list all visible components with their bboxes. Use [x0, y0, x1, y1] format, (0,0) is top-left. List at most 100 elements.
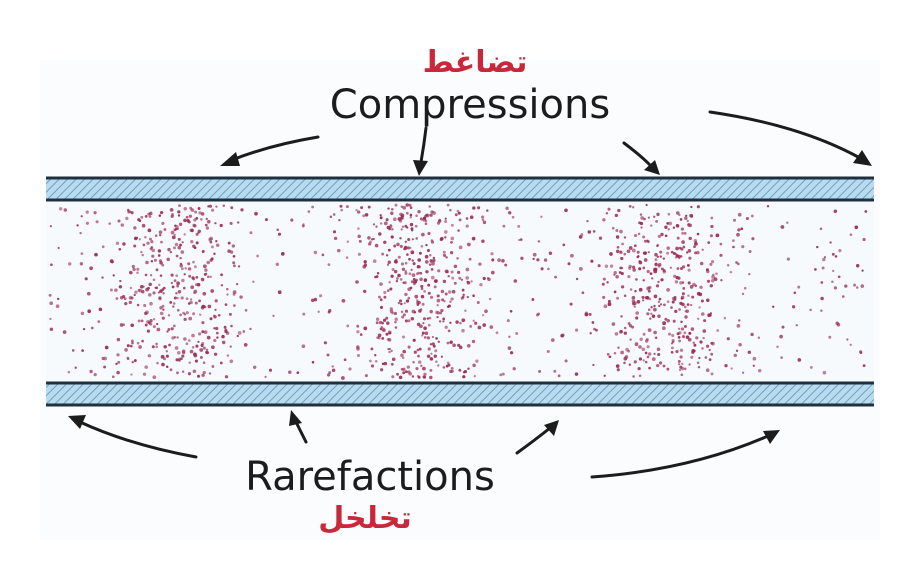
- air-particle: [551, 338, 555, 342]
- air-particle: [117, 360, 121, 364]
- air-particle: [495, 331, 499, 335]
- air-particle: [602, 295, 606, 299]
- air-particle: [809, 365, 813, 369]
- air-particle: [55, 304, 60, 309]
- air-particle: [707, 241, 711, 244]
- air-particle: [189, 349, 194, 354]
- air-particle: [631, 265, 636, 269]
- air-particle: [435, 337, 438, 340]
- air-particle: [264, 375, 267, 379]
- air-particle: [709, 234, 713, 238]
- air-particle: [203, 272, 207, 276]
- air-particle: [641, 347, 646, 351]
- air-particle: [85, 210, 89, 214]
- air-particle: [632, 268, 636, 272]
- air-particle: [674, 280, 679, 284]
- air-particle: [425, 213, 430, 218]
- air-particle: [655, 219, 659, 223]
- air-particle: [195, 276, 199, 279]
- air-particle: [372, 223, 376, 226]
- air-particle: [458, 218, 462, 222]
- air-particle: [688, 236, 692, 241]
- air-particle: [163, 228, 167, 231]
- air-particle: [557, 374, 561, 378]
- air-particle: [296, 371, 300, 375]
- air-particle: [185, 342, 189, 346]
- air-particle: [182, 370, 185, 373]
- air-particle: [412, 338, 416, 342]
- air-particle: [398, 219, 403, 223]
- air-particle: [215, 240, 218, 243]
- air-particle: [475, 359, 479, 363]
- air-particle: [540, 267, 544, 271]
- air-particle: [666, 367, 670, 371]
- air-particle: [216, 243, 220, 247]
- air-particle: [405, 203, 409, 207]
- air-particle: [709, 284, 713, 288]
- air-particle: [187, 339, 191, 342]
- air-particle: [178, 357, 181, 361]
- air-particle: [831, 280, 834, 283]
- air-particle: [683, 331, 687, 334]
- air-particle: [447, 329, 451, 333]
- air-particle: [860, 284, 865, 288]
- air-particle: [664, 234, 668, 238]
- air-particle: [423, 336, 427, 339]
- air-particle: [161, 316, 165, 320]
- air-particle: [638, 260, 641, 263]
- air-particle: [207, 205, 210, 208]
- air-particle: [425, 270, 428, 273]
- air-particle: [608, 355, 612, 359]
- air-particle: [415, 214, 418, 217]
- air-particle: [185, 311, 189, 315]
- air-particle: [584, 311, 589, 316]
- air-particle: [679, 348, 684, 352]
- air-particle: [177, 290, 182, 294]
- air-particle: [649, 272, 653, 275]
- air-particle: [469, 215, 474, 219]
- air-particle: [208, 372, 212, 375]
- air-particle: [214, 299, 218, 303]
- air-particle: [439, 311, 442, 315]
- air-particle: [223, 325, 227, 329]
- air-particle: [183, 207, 188, 211]
- air-particle: [181, 241, 184, 244]
- air-particle: [142, 372, 147, 376]
- air-particle: [426, 317, 430, 320]
- air-particle: [682, 334, 685, 338]
- air-particle: [615, 249, 620, 254]
- air-particle: [638, 267, 642, 271]
- air-particle: [323, 341, 327, 345]
- air-particle: [701, 248, 704, 251]
- air-particle: [666, 300, 670, 303]
- air-particle: [838, 249, 842, 253]
- air-particle: [653, 269, 658, 274]
- air-particle: [179, 243, 182, 247]
- air-particle: [678, 363, 681, 366]
- air-particle: [89, 369, 93, 374]
- air-particle: [138, 345, 142, 349]
- air-particle: [80, 215, 83, 218]
- air-particle: [833, 286, 837, 290]
- air-particle: [752, 356, 757, 361]
- air-particle: [726, 263, 730, 267]
- air-particle: [467, 242, 471, 247]
- air-particle: [443, 230, 448, 234]
- air-particle: [613, 352, 617, 355]
- air-particle: [134, 290, 138, 294]
- air-particle: [647, 289, 651, 293]
- air-particle: [652, 215, 656, 219]
- air-particle: [816, 245, 819, 249]
- air-particle: [194, 210, 198, 214]
- air-particle: [209, 275, 213, 279]
- air-particle: [430, 268, 434, 271]
- air-particle: [321, 253, 325, 257]
- air-particle: [232, 264, 236, 268]
- air-particle: [343, 358, 347, 362]
- air-particle: [249, 231, 253, 235]
- air-particle: [592, 230, 596, 233]
- air-particle: [648, 352, 652, 356]
- air-particle: [176, 281, 180, 286]
- air-particle: [831, 252, 835, 256]
- air-particle: [592, 363, 595, 367]
